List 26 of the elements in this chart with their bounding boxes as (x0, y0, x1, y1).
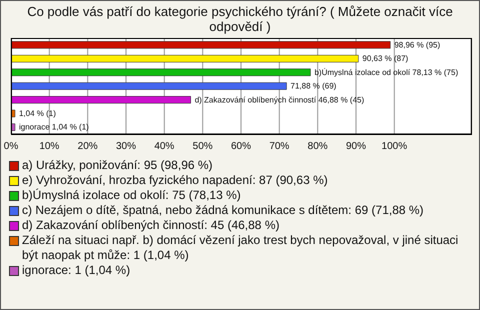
legend-label: b)Úmyslná izolace od okolí: 75 (78,13 %) (22, 188, 241, 203)
x-tick-label: 40% (154, 141, 174, 152)
data-label: d) Zakazování oblíbených činností 46,88 % (45) (194, 95, 364, 104)
legend-label: Záleží na situaci např. b) domácí vězení jako trest bych nepovažoval, v jiné situaci být naopak pt může: 1 (1,04 %) (22, 233, 460, 263)
x-tick-label: 0% (4, 141, 18, 152)
data-label: 1,04 % (1) (18, 109, 56, 118)
x-tick-label: 100% (382, 141, 408, 152)
legend-label: ignorace: 1 (1,04 %) (22, 263, 130, 278)
x-tick-label: 10% (39, 141, 60, 152)
x-tick-label: 90% (346, 141, 366, 152)
data-label: 98,96 % (95) (394, 40, 440, 50)
x-tick-label: 80% (308, 141, 328, 152)
x-tick-label: 20% (78, 141, 98, 152)
legend-label: c) Nezájem o dítě, špatná, nebo žádná komunikace s dítětem: 69 (71,88 %) (22, 203, 424, 218)
x-tick-label: 70% (269, 141, 290, 152)
legend-label: d) Zakazování oblíbených činností: 45 (46,88 %) (22, 218, 280, 233)
data-label: 90,63 % (87) (362, 54, 409, 64)
data-label: ignorace 1,04 % (1) (18, 122, 90, 132)
x-tick-label: 60% (230, 141, 252, 152)
data-label: 71,88 % (69) (290, 82, 337, 91)
chart-title: Co podle vás patří do kategorie psychického týrání? ( Můžete označit více odpovědí ) (26, 3, 454, 34)
legend-label: a) Urážky, ponižování: 95 (98,96 %) (22, 158, 213, 173)
legend-label: e) Vyhrožování, hrozba fyzického napadení: 87 (90,63 %) (22, 173, 328, 188)
x-tick-label: 30% (116, 141, 136, 152)
x-tick-label: 50% (192, 141, 213, 152)
data-label: b)Úmyslná izolace od okolí 78,13 % (75) (314, 68, 458, 77)
